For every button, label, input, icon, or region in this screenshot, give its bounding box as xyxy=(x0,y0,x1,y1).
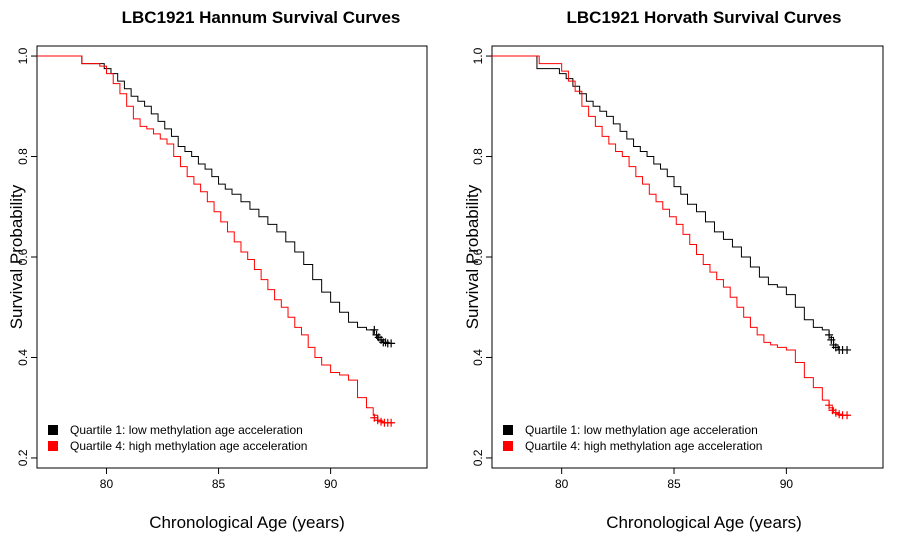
x-tick-label: 90 xyxy=(324,477,338,491)
horvath-censor-mark xyxy=(843,411,852,420)
hannum-censor-mark xyxy=(370,325,379,334)
x-tick-label: 85 xyxy=(212,477,226,491)
x-tick-label: 80 xyxy=(100,477,114,491)
y-tick-label: 0.6 xyxy=(471,248,485,265)
hannum-censor-mark xyxy=(387,339,396,348)
hannum-y-axis: 0.2 0.4 0.6 0.8 1.0 xyxy=(16,47,37,466)
hannum-censor-mark xyxy=(387,418,396,427)
hannum-title: LBC1921 Hannum Survival Curves xyxy=(122,8,401,27)
y-tick-label: 0.4 xyxy=(471,349,485,366)
x-tick-label: 90 xyxy=(780,477,794,491)
hannum-legend-label-0: Quartile 1: low methylation age accelera… xyxy=(70,423,303,437)
hannum-x-axis-label: Chronological Age (years) xyxy=(149,513,345,532)
y-tick-label: 1.0 xyxy=(471,47,485,64)
horvath-title: LBC1921 Horvath Survival Curves xyxy=(567,8,842,27)
horvath-legend-label-1: Quartile 4: high methylation age acceler… xyxy=(525,439,762,453)
horvath-censor-mark xyxy=(825,401,834,410)
hannum-censor-mark xyxy=(377,417,386,426)
y-tick-label: 0.4 xyxy=(16,349,30,366)
y-tick-label: 0.8 xyxy=(16,148,30,165)
y-tick-label: 0.2 xyxy=(471,449,485,466)
horvath-censor-mark xyxy=(835,410,844,419)
y-tick-label: 0.6 xyxy=(16,248,30,265)
hannum-legend-swatch-1 xyxy=(48,441,58,451)
x-tick-label: 85 xyxy=(667,477,681,491)
hannum-series-1-line xyxy=(37,55,394,424)
horvath-series-1-line xyxy=(492,55,850,416)
x-tick-label: 80 xyxy=(555,477,569,491)
hannum-panel: LBC1921 Hannum Survival Curves 0.2 0.4 0.6… xyxy=(7,8,428,532)
horvath-censor-mark xyxy=(843,345,852,354)
y-tick-label: 0.2 xyxy=(16,449,30,466)
y-tick-label: 1.0 xyxy=(16,47,30,64)
horvath-y-axis-label: Survival Probability xyxy=(463,184,482,329)
hannum-legend-label-1: Quartile 4: high methylation age acceler… xyxy=(70,439,307,453)
horvath-series-0-line xyxy=(492,55,850,351)
horvath-plot-frame xyxy=(491,45,884,469)
horvath-x-axis-label: Chronological Age (years) xyxy=(606,513,802,532)
horvath-legend-swatch-0 xyxy=(503,425,513,435)
horvath-legend: Quartile 1: low methylation age accelera… xyxy=(503,423,762,453)
horvath-legend-swatch-1 xyxy=(503,441,513,451)
horvath-panel: LBC1921 Horvath Survival Curves 0.20.40.… xyxy=(463,8,884,532)
hannum-legend-swatch-0 xyxy=(48,425,58,435)
horvath-x-axis: 80 85 90 xyxy=(555,468,793,491)
y-tick-label: 0.8 xyxy=(471,148,485,165)
hannum-legend: Quartile 1: low methylation age accelera… xyxy=(48,423,307,453)
horvath-censor-mark xyxy=(827,335,836,344)
horvath-legend-label-0: Quartile 1: low methylation age accelera… xyxy=(525,423,758,437)
hannum-series-0-line xyxy=(37,55,394,344)
hannum-censor-mark xyxy=(373,416,382,425)
hannum-y-axis-label: Survival Probability xyxy=(7,184,26,329)
horvath-y-axis: 0.2 0.4 0.6 0.8 1.0 xyxy=(471,47,492,466)
hannum-x-axis: 80 85 90 xyxy=(100,468,338,491)
hannum-plot-frame xyxy=(36,45,428,469)
horvath-censor-mark xyxy=(825,330,834,339)
horvath-series xyxy=(492,55,852,420)
hannum-series xyxy=(37,55,396,427)
horvath-censor-mark xyxy=(831,408,840,417)
